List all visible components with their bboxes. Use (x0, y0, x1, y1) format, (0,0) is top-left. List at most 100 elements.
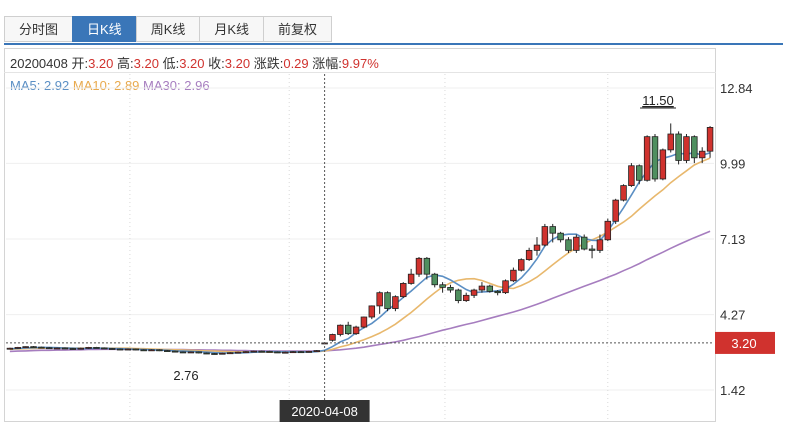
candle (470, 288, 478, 298)
candle-body (518, 259, 525, 271)
candle (368, 305, 376, 320)
candle-body (628, 165, 635, 186)
candle-body (344, 324, 352, 335)
moving-average-lines (9, 151, 711, 354)
tab-intraday[interactable]: 分时图 (4, 16, 73, 42)
candle-body (234, 351, 242, 354)
candle-body (297, 351, 305, 354)
candle-body (407, 273, 415, 284)
tab-weekly-k[interactable]: 周K线 (135, 16, 200, 42)
candle-body (573, 236, 580, 251)
candle (541, 223, 549, 247)
candle-body (116, 348, 124, 351)
candle (675, 131, 682, 165)
candle-body (108, 348, 116, 350)
candle-body (337, 324, 344, 335)
candle-body (132, 348, 140, 351)
candle-body (706, 127, 714, 152)
candle (455, 288, 462, 304)
min-price-label: 2.76 (173, 368, 198, 383)
candle (108, 347, 116, 350)
candle-body (557, 232, 564, 241)
candle (494, 290, 501, 296)
candle (38, 346, 45, 349)
candle (6, 347, 14, 350)
candle-body (313, 350, 320, 352)
candle-body (6, 347, 14, 350)
ma10-legend-value: 2.89 (114, 78, 140, 93)
candle-body (478, 285, 486, 291)
candle-body (565, 239, 572, 251)
tab-daily-k[interactable]: 日K线 (72, 16, 136, 42)
candle (557, 231, 564, 243)
candle (588, 245, 596, 259)
candle (565, 237, 572, 254)
candle-body (187, 351, 195, 354)
candle (525, 247, 533, 261)
candle-body (400, 283, 407, 298)
pct-value: 9.97% (341, 56, 379, 71)
candle-body (455, 289, 462, 302)
candle-body (148, 349, 155, 352)
candle (14, 346, 22, 349)
max-price-label: 11.50 (642, 93, 674, 108)
candle-body (415, 257, 423, 275)
ohlc-readout: 20200408 开:3.20 高:3.20 低:3.20 收:3.20 涨跌:… (10, 53, 379, 72)
tab-forward-adjusted[interactable]: 前复权 (263, 16, 333, 42)
candle-body (470, 289, 478, 296)
candle-body (156, 349, 163, 352)
candle-body (376, 292, 383, 307)
candle (132, 348, 140, 351)
change-value: 0.29 (283, 56, 309, 71)
candle-body (211, 353, 218, 355)
candle-body (274, 351, 281, 354)
tab-underline (4, 43, 783, 45)
candle (659, 148, 667, 181)
candle (392, 295, 399, 312)
candle (46, 347, 53, 350)
candle (376, 291, 383, 314)
candle (612, 198, 619, 224)
candle (101, 347, 108, 350)
candle-body (620, 185, 627, 201)
candle-body (580, 236, 588, 250)
candle-body (691, 136, 698, 159)
change-label: 涨跌: (253, 56, 284, 71)
candle (116, 348, 124, 351)
candle (282, 351, 289, 354)
candle (415, 256, 423, 277)
candle-body (226, 352, 234, 355)
candle-body (384, 292, 391, 309)
candle-body (423, 257, 431, 275)
low-value: 3.20 (179, 56, 205, 71)
tab-monthly-k[interactable]: 月K线 (199, 16, 264, 42)
ma5-legend-label: MA5: (10, 78, 41, 93)
readout-date: 20200408 (10, 56, 68, 71)
candle-body (282, 351, 289, 354)
close-value: 3.20 (224, 56, 251, 71)
candle-body (360, 316, 368, 328)
crosshair-price-label: 3.20 (731, 336, 756, 351)
candle (187, 351, 195, 354)
chart-overlay: 2020-04-08 3.20 11.50 2.76 (6, 74, 775, 422)
y-tick-label: 1.42 (720, 383, 745, 398)
candle (156, 349, 163, 352)
candle-body (101, 347, 108, 350)
y-tick-label: 7.13 (720, 232, 745, 247)
y-tick-label: 12.84 (720, 81, 753, 96)
candle (226, 352, 234, 355)
chart-period-tabs: 分时图 日K线 周K线 月K线 前复权 (4, 16, 333, 43)
candle-body (447, 286, 454, 291)
ma10-legend-label: MA10: (72, 78, 111, 93)
candle (337, 324, 344, 337)
candle (400, 282, 407, 298)
candle (462, 292, 470, 302)
y-tick-label: 4.27 (720, 308, 745, 323)
candle-body (140, 349, 147, 352)
pct-label: 涨幅: (312, 56, 342, 71)
candle (533, 237, 541, 256)
candle (171, 350, 179, 353)
candle-body (250, 350, 258, 353)
candle (604, 218, 612, 242)
